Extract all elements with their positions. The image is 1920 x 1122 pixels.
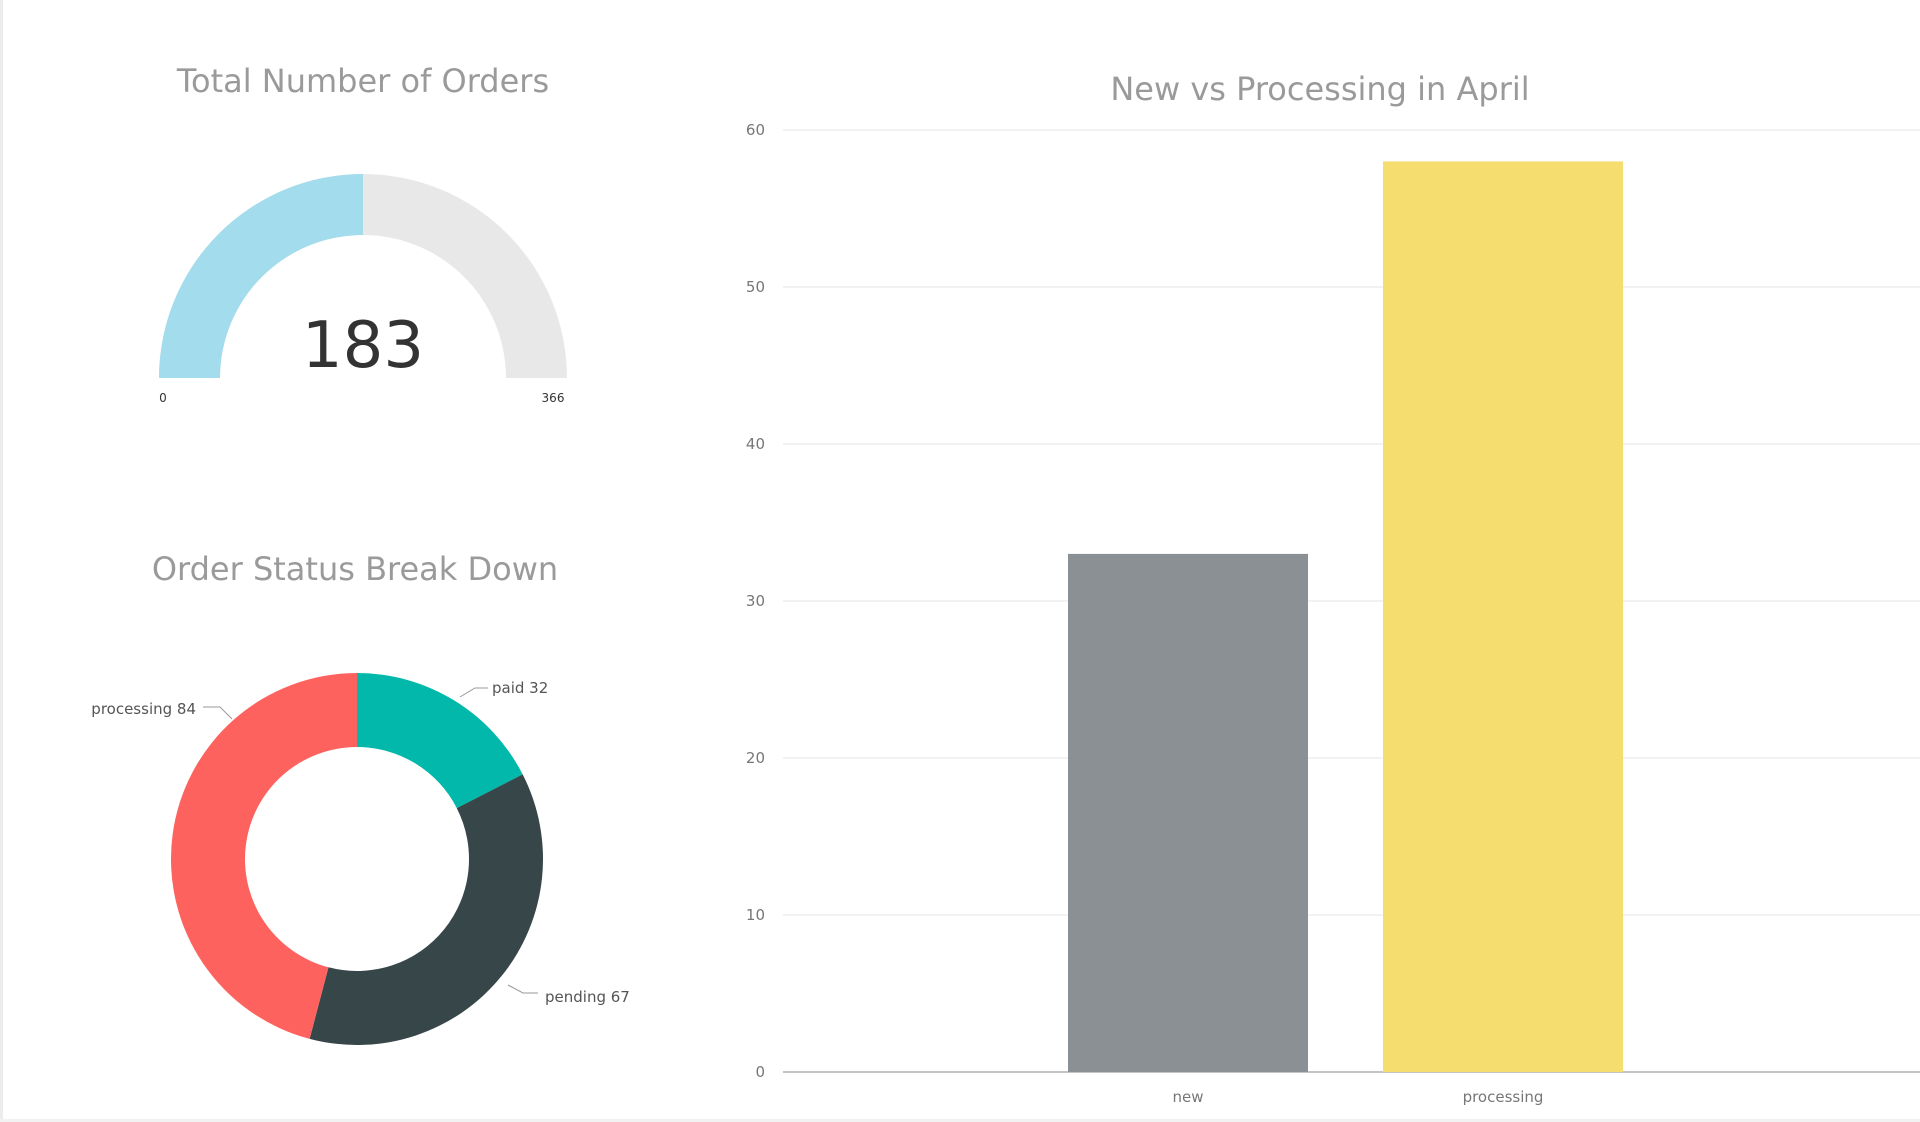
y-tick-50: 50 — [746, 278, 765, 296]
x-tick-new: new — [1172, 1088, 1203, 1106]
donut-label-paid: paid 32 — [492, 679, 548, 697]
gauge-value: 183 — [302, 309, 424, 383]
bar-gridlines — [783, 129, 1920, 1073]
y-tick-0: 0 — [755, 1063, 765, 1081]
gauge-max-label: 366 — [542, 391, 565, 405]
bar-x-axis: new processing — [1172, 1088, 1543, 1106]
y-tick-40: 40 — [746, 435, 765, 453]
donut-title: Order Status Break Down — [151, 550, 559, 588]
bar-processing[interactable] — [1383, 161, 1623, 1072]
bar-new[interactable] — [1068, 553, 1308, 1072]
donut-chart[interactable]: paid 32 pending 67 processing 84 — [91, 673, 630, 1046]
donut-leader-pending — [507, 984, 538, 994]
bar-series[interactable] — [1068, 161, 1623, 1072]
gauge-title: Total Number of Orders — [176, 62, 550, 100]
donut-leader-processing — [203, 706, 233, 720]
y-tick-30: 30 — [746, 592, 765, 610]
donut-leader-paid — [459, 687, 488, 698]
donut-label-pending: pending 67 — [545, 988, 630, 1006]
y-tick-20: 20 — [746, 749, 765, 767]
bar-chart-title: New vs Processing in April — [1110, 70, 1530, 108]
page-edge — [0, 0, 3, 1122]
gauge-fill[interactable] — [159, 174, 363, 378]
donut-slice-processing[interactable] — [170, 673, 357, 1039]
y-tick-60: 60 — [746, 121, 765, 139]
donut-label-processing: processing 84 — [91, 700, 196, 718]
page-edge-bottom — [0, 1119, 1920, 1122]
bar-chart[interactable]: 0 10 20 30 40 50 60 new processing — [746, 121, 1920, 1106]
y-tick-10: 10 — [746, 906, 765, 924]
donut-slice-paid[interactable] — [357, 673, 523, 809]
bar-y-axis: 0 10 20 30 40 50 60 — [746, 121, 765, 1081]
x-tick-processing: processing — [1463, 1088, 1544, 1106]
gauge-chart[interactable]: 183 0 366 — [159, 174, 567, 405]
gauge-min-label: 0 — [159, 391, 167, 405]
donut-slice-pending[interactable] — [309, 774, 544, 1046]
